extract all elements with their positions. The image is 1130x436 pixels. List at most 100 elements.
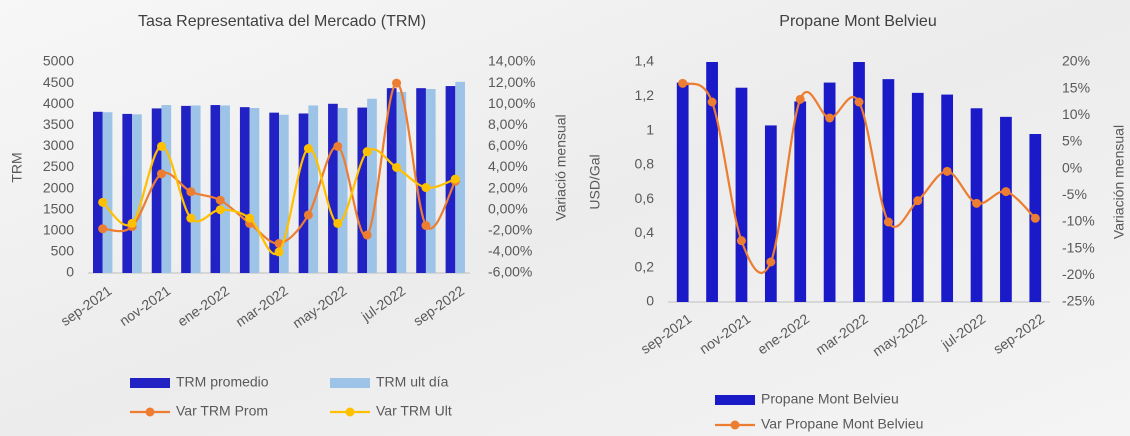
marker	[245, 213, 255, 223]
y-tick-label: 500	[51, 243, 75, 259]
bar	[425, 89, 436, 274]
y2-axis-title: Variació mensual	[553, 114, 569, 220]
marker	[678, 78, 688, 88]
y-tick-label: 0	[66, 264, 74, 280]
bar	[455, 81, 466, 273]
y-tick-label: 0	[646, 293, 654, 309]
legend-label: TRM promedio	[176, 374, 269, 390]
marker	[392, 163, 402, 172]
marker	[362, 230, 372, 240]
marker	[883, 217, 893, 227]
bar	[1000, 116, 1012, 302]
bar	[764, 125, 777, 302]
bar	[396, 91, 407, 273]
legend-label: TRM ult día	[376, 374, 449, 390]
marker	[736, 236, 746, 246]
bar	[220, 105, 230, 273]
y-tick-label: 1,2	[635, 87, 655, 103]
marker	[972, 198, 982, 208]
marker	[1030, 213, 1040, 223]
y-tick-label: 1500	[43, 200, 74, 216]
bar	[132, 114, 142, 273]
bar	[794, 101, 807, 302]
bar	[210, 105, 221, 273]
bar	[102, 112, 113, 273]
y-tick-label: 4500	[43, 74, 74, 90]
y2-tick-label: -6,00%	[488, 264, 532, 280]
y-tick-label: 3500	[43, 116, 74, 132]
marker	[707, 97, 717, 107]
marker	[854, 97, 864, 107]
legend-label: Propane Mont Belvieu	[761, 391, 899, 407]
marker	[303, 210, 313, 220]
y2-tick-label: 0,00%	[488, 200, 528, 216]
y2-tick-label: -10%	[1062, 213, 1095, 229]
y-tick-label: 1	[646, 121, 654, 137]
marker	[303, 144, 313, 154]
y2-tick-label: 8,00%	[488, 116, 528, 132]
legend-label: Var Propane Mont Belvieu	[761, 416, 923, 432]
y2-tick-label: 15%	[1062, 79, 1090, 95]
legend-label: Var TRM Ult	[376, 403, 452, 419]
bar	[357, 107, 368, 274]
bar	[416, 88, 426, 273]
y-tick-label: 4000	[43, 95, 74, 111]
y2-tick-label: -2,00%	[488, 222, 532, 238]
bar	[269, 112, 279, 273]
legend-marker	[145, 407, 155, 417]
legend-marker	[730, 420, 740, 430]
y2-axis-title: Variación mensual	[1111, 125, 1127, 239]
y2-tick-label: -25%	[1062, 293, 1095, 309]
marker	[186, 187, 196, 197]
legend-swatch	[130, 378, 170, 388]
legend-swatch	[330, 378, 370, 388]
y2-tick-label: 0%	[1062, 159, 1082, 175]
y-tick-label: 1000	[43, 222, 74, 238]
marker	[362, 147, 372, 157]
y2-tick-label: 10,00%	[488, 95, 535, 111]
bar	[735, 87, 748, 302]
marker	[215, 205, 225, 215]
y-tick-label: 0,8	[635, 156, 655, 172]
chart-title: Propane Mont Belvieu	[779, 13, 936, 30]
y2-tick-label: 10%	[1062, 106, 1090, 122]
bar	[882, 79, 895, 303]
bar	[279, 114, 289, 273]
bar	[445, 86, 456, 273]
y-tick-label: 3000	[43, 137, 74, 153]
marker	[766, 257, 776, 267]
legend-swatch	[715, 395, 755, 405]
y2-tick-label: -5%	[1062, 186, 1087, 202]
bar	[367, 98, 377, 274]
y-axis-title: TRM	[9, 152, 25, 182]
marker	[156, 169, 166, 179]
bar	[151, 108, 162, 273]
legend-label: Var TRM Prom	[176, 403, 268, 419]
bar	[249, 107, 260, 273]
marker	[392, 78, 402, 88]
bar	[190, 105, 201, 273]
legend-marker	[345, 407, 355, 417]
marker	[421, 183, 431, 193]
chart-title: Tasa Representativa del Mercado (TRM)	[138, 13, 426, 30]
marker	[450, 174, 460, 184]
y2-tick-label: -4,00%	[488, 243, 532, 259]
marker	[215, 195, 225, 205]
bar	[823, 82, 836, 302]
y2-tick-label: 12,00%	[488, 74, 535, 90]
y2-tick-label: 4,00%	[488, 158, 528, 174]
y2-tick-label: -15%	[1062, 239, 1095, 255]
y-tick-label: 0,2	[635, 258, 655, 274]
marker	[333, 218, 343, 228]
marker	[127, 218, 137, 228]
marker	[421, 221, 431, 231]
marker	[795, 94, 805, 104]
bar	[941, 94, 954, 302]
bar	[386, 88, 397, 273]
marker	[825, 113, 835, 123]
y2-tick-label: -20%	[1062, 266, 1095, 282]
y2-tick-label: 6,00%	[488, 137, 528, 153]
y-tick-label: 1,4	[635, 53, 655, 69]
bar	[706, 62, 718, 302]
